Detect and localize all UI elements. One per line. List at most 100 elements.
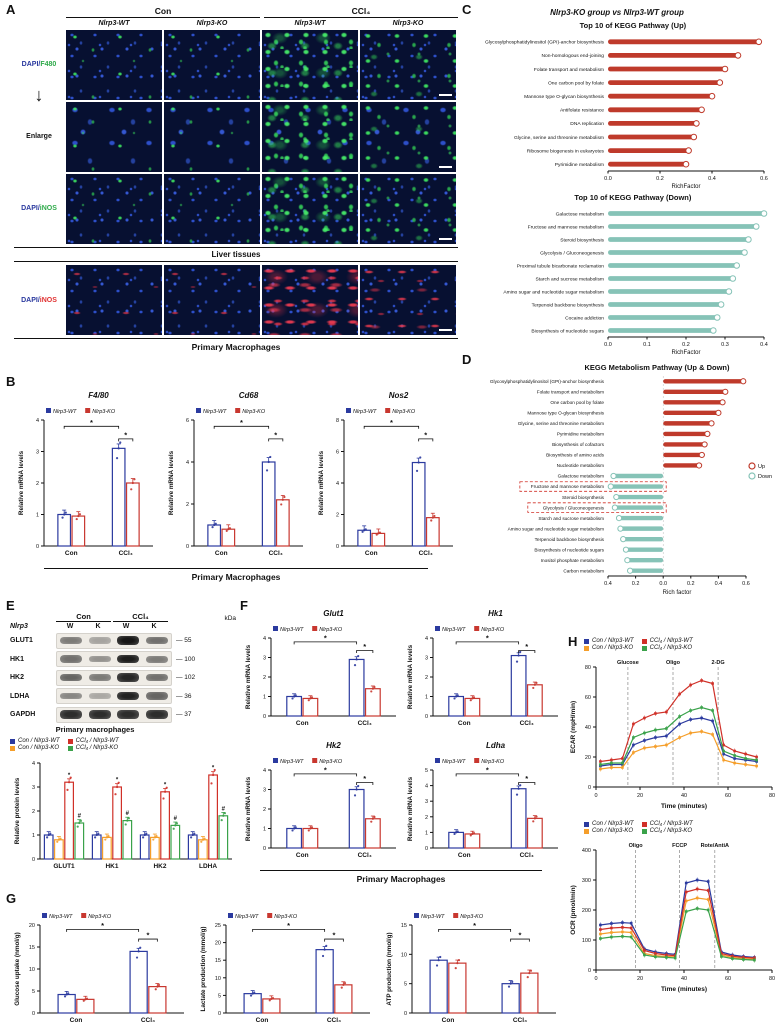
row-label-enlarge: Enlarge: [14, 133, 64, 141]
panel-b-label: B: [6, 374, 16, 389]
scale-bar: [439, 329, 452, 331]
svg-text:CCl₄: CCl₄: [419, 550, 433, 557]
row-label-dapi-f480: DAPI/F480: [14, 61, 64, 69]
svg-text:Biosynthesis of amino acids: Biosynthesis of amino acids: [546, 453, 604, 458]
svg-text:Relative mRNA levels: Relative mRNA levels: [168, 450, 175, 515]
svg-text:Nlrp3-KO: Nlrp3-KO: [242, 409, 266, 415]
enlarge-label: Enlarge: [26, 133, 52, 140]
svg-text:0: 0: [588, 968, 591, 974]
svg-text:Relative mRNA levels: Relative mRNA levels: [407, 776, 414, 841]
svg-text:2: 2: [262, 807, 265, 813]
svg-text:2: 2: [424, 815, 427, 821]
lactate-production-chart: 0 5 10 15 20 25 Lactate production (mmol/g) Nlr…: [200, 913, 370, 1024]
svg-text:3: 3: [262, 788, 265, 794]
image-panel-body: DAPI/F480 ↓ Enlarge DAPI/iNOS DAPI/iNOS …: [14, 30, 458, 352]
fluorescence-image: [262, 265, 358, 335]
hk1-mrna-chart: 0 1 2 3 4 Relative mRNA levels Hk1 Nlrp3-WT Nlrp…: [407, 609, 558, 727]
svg-text:*: *: [287, 921, 290, 930]
svg-text:0.0: 0.0: [604, 342, 612, 348]
svg-text:2: 2: [262, 675, 265, 681]
svg-text:3: 3: [262, 656, 265, 662]
svg-text:0.0: 0.0: [604, 176, 612, 182]
svg-text:10: 10: [29, 967, 35, 973]
svg-text:Mannose type O-glycan biosynth: Mannose type O-glycan biosynthesis: [527, 411, 604, 416]
svg-text:4: 4: [186, 460, 189, 466]
svg-text:6: 6: [336, 450, 339, 456]
genotype-header: Nlrp3-WT: [98, 20, 130, 27]
svg-text:*: *: [424, 430, 427, 439]
legend-entry: CCl₄ / Nlrp3-WT: [641, 638, 693, 644]
liver-tissues-label: Liver tissues: [14, 247, 458, 262]
svg-text:Up: Up: [758, 464, 765, 470]
kegg-up-chart: Top 10 of KEGG Pathway (Up) Glycosylphosp…: [485, 21, 768, 190]
panel-d-label: D: [462, 352, 472, 367]
fluorescence-image: [262, 102, 358, 172]
svg-text:1: 1: [36, 513, 39, 519]
svg-text:*: *: [124, 430, 127, 439]
nos2-mrna-chart: 0 2 4 6 8 Relative mRNA levels Nos2 Nlrp3-WT Nlr…: [318, 391, 453, 557]
svg-text:Con: Con: [442, 1017, 455, 1024]
svg-text:2-DG: 2-DG: [712, 660, 725, 666]
svg-text:0.2: 0.2: [682, 342, 690, 348]
svg-text:0: 0: [336, 544, 339, 550]
svg-text:RichFactor: RichFactor: [671, 184, 700, 190]
svg-text:Glycolysis / Gluconeogenesis: Glycolysis / Gluconeogenesis: [540, 250, 604, 256]
blot-band: [145, 673, 168, 682]
blot-caption: Primary macrophages: [55, 725, 135, 734]
svg-text:1: 1: [32, 833, 35, 839]
svg-text:Relative mRNA levels: Relative mRNA levels: [245, 776, 252, 841]
blot-band: [60, 637, 83, 644]
legend-entry: CCl₄ / Nlrp3-KO: [641, 645, 693, 651]
svg-text:8: 8: [336, 418, 339, 424]
svg-text:*: *: [323, 633, 326, 642]
svg-text:Con: Con: [70, 1017, 83, 1024]
svg-text:Glycosylphosphatidylinositol (: Glycosylphosphatidylinositol (GPI)-ancho…: [485, 40, 605, 46]
svg-text:Nlrp3-KO: Nlrp3-KO: [319, 759, 343, 765]
blot-band: [88, 674, 111, 681]
hk2-mrna-chart: 0 1 2 3 4 Relative mRNA levels Hk2 Nlrp3-WT Nlrp…: [245, 741, 396, 859]
svg-text:Nlrp3-KO: Nlrp3-KO: [481, 627, 505, 633]
blot-band: [88, 692, 111, 700]
svg-text:Biosynthesis of nucleotide sug: Biosynthesis of nucleotide sugars: [534, 547, 604, 552]
svg-text:Starch and sucrose metabolism: Starch and sucrose metabolism: [536, 276, 605, 282]
svg-text:#: #: [174, 816, 178, 822]
svg-text:Con: Con: [65, 550, 78, 557]
panel-g: 0 5 10 15 20 Glucose uptake (nmol/g) Nlrp3-WT N…: [10, 903, 562, 1033]
svg-text:Steroid biosynthesis: Steroid biosynthesis: [560, 237, 604, 243]
panel-a: Con CCl₄ Nlrp3-WT Nlrp3-KO Nlrp3-WT Nlrp…: [14, 6, 458, 352]
genotype-header: Nlrp3-KO: [196, 20, 228, 27]
treatment-group-headers: Con CCl₄: [66, 6, 458, 18]
legend-entry: Con / Nlrp3-WT: [10, 738, 60, 744]
svg-text:CCl₄: CCl₄: [513, 1017, 527, 1024]
svg-text:5: 5: [404, 982, 407, 988]
svg-text:0.4: 0.4: [715, 581, 723, 587]
svg-text:Galactose metabolism: Galactose metabolism: [558, 474, 604, 479]
svg-text:400: 400: [582, 848, 591, 854]
svg-text:*: *: [212, 766, 215, 772]
svg-text:Pyrimidine metabolism: Pyrimidine metabolism: [555, 162, 604, 168]
liver-image-grid: [66, 265, 458, 335]
svg-text:*: *: [363, 642, 366, 651]
svg-text:2: 2: [186, 502, 189, 508]
svg-text:Glycine, serine and threonine: Glycine, serine and threonine metabolism: [518, 421, 604, 426]
glucose-uptake-chart: 0 5 10 15 20 Glucose uptake (nmol/g) Nlrp3-WT N…: [14, 913, 184, 1024]
svg-text:GLUT1: GLUT1: [53, 863, 75, 870]
svg-text:*: *: [525, 774, 528, 783]
protein-levels-chart: 0 1 2 3 4 Relative protein levels * * * * # # # # GLUT…: [14, 761, 232, 870]
svg-text:Folate transport and metabolis: Folate transport and metabolism: [534, 67, 604, 73]
svg-text:Fructose and mannose metabolis: Fructose and mannose metabolism: [531, 484, 604, 489]
svg-text:20: 20: [29, 923, 35, 929]
svg-text:Non-homologous end-joining: Non-homologous end-joining: [541, 53, 604, 59]
panel-c-label: C: [462, 2, 472, 17]
svg-text:Lactate production (mmol/g): Lactate production (mmol/g): [200, 926, 207, 1011]
svg-text:*: *: [519, 931, 522, 940]
svg-text:CCl₄: CCl₄: [519, 852, 533, 859]
ocr-legend: Con / Nlrp3-WT CCl₄ / Nlrp3-WT Con / Nlrp3…: [584, 821, 780, 834]
panel-b-caption: Primary Macrophages: [44, 568, 428, 582]
svg-text:Nos2: Nos2: [389, 391, 409, 400]
svg-text:Relative protein levels: Relative protein levels: [14, 777, 21, 844]
svg-text:Glucose uptake (nmol/g): Glucose uptake (nmol/g): [14, 932, 21, 1005]
svg-text:20: 20: [215, 941, 221, 947]
svg-text:Oligo: Oligo: [666, 660, 681, 666]
svg-text:60: 60: [725, 976, 731, 982]
